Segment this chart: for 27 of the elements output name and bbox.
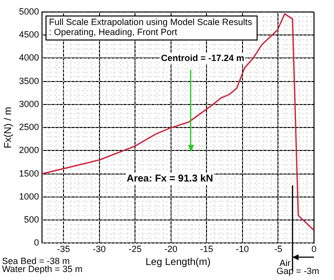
y-tick-label: 3500: [18, 76, 40, 86]
x-tick-label: -10: [236, 244, 249, 254]
annotation: Area: Fx = 91.3 kN: [126, 174, 214, 185]
text: Water Depth = 35 m: [2, 264, 82, 274]
y-tick-label: 2500: [18, 122, 40, 132]
x-tick-label: -30: [92, 244, 106, 254]
x-tick-label: -25: [128, 244, 142, 254]
x-axis-title: Leg Length(m): [145, 256, 211, 268]
ref-line-label: Air Gap = -3m: [276, 258, 320, 276]
y-tick-label: 5000: [18, 6, 40, 16]
x-tick-label: -35: [56, 244, 70, 254]
y-tick-label: 0: [34, 238, 40, 248]
y-tick-label: 4500: [18, 30, 40, 40]
x-tick-label: 0: [311, 244, 317, 254]
x-tick-label: -20: [164, 244, 178, 254]
x-tick-label: -15: [200, 244, 214, 254]
y-tick-label: 4000: [18, 52, 40, 63]
y-tick-label: 3000: [18, 98, 40, 109]
text: Full Scale Extrapolation using Model Scale Results : Operating, Heading, Front Port: [49, 16, 253, 37]
y-tick-label: 500: [24, 214, 40, 225]
y-axis-title: Fx(N) / m: [2, 106, 14, 148]
ref-line-label: Centroid = -17.24 m: [160, 52, 244, 63]
y-tick-label: 1500: [18, 168, 40, 178]
text: Sea Bed = -38 m: [2, 256, 70, 266]
y-tick-label: 1000: [18, 191, 40, 202]
y-tick-label: 2000: [18, 145, 40, 156]
x-tick-label: -5: [274, 244, 282, 254]
